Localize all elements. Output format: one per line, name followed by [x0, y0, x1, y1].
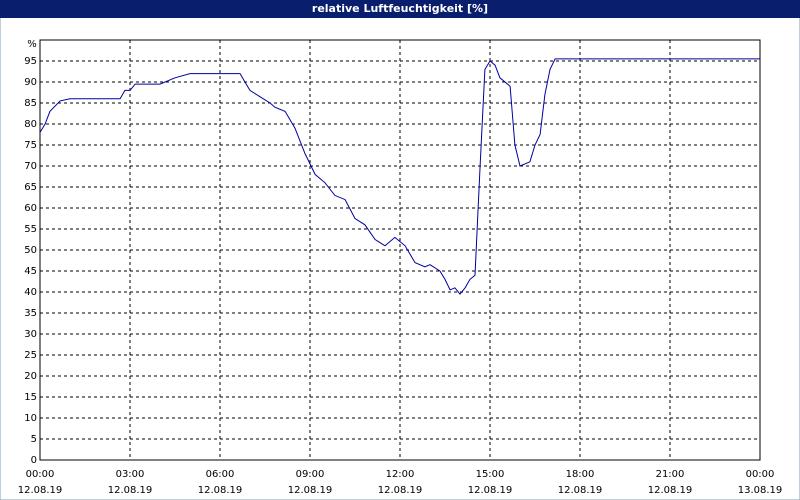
- x-tick-date: 12.08.19: [648, 485, 693, 496]
- y-tick-label: 55: [24, 224, 37, 235]
- x-tick-label: 15:00: [476, 469, 505, 480]
- y-tick-label: 60: [24, 203, 37, 214]
- y-tick-label: 0: [31, 455, 37, 466]
- x-tick-label: 12:00: [386, 469, 415, 480]
- y-tick-label: 40: [24, 287, 37, 298]
- y-tick-label: 85: [24, 98, 37, 109]
- y-tick-label: 5: [31, 434, 37, 445]
- plot-frame: [39, 39, 761, 461]
- x-tick-label: 00:00: [746, 469, 775, 480]
- x-tick-label: 09:00: [296, 469, 325, 480]
- y-tick-label: 20: [24, 371, 37, 382]
- x-tick-date: 12.08.19: [378, 485, 423, 496]
- x-tick-label: 21:00: [656, 469, 685, 480]
- y-tick-label: 65: [24, 182, 37, 193]
- x-tick-date: 13.08.19: [738, 485, 783, 496]
- y-tick-label: 15: [24, 392, 37, 403]
- y-tick-label: 50: [24, 245, 37, 256]
- x-tick-date: 12.08.19: [558, 485, 603, 496]
- x-tick-date: 12.08.19: [468, 485, 513, 496]
- title-bar: [0, 0, 800, 18]
- y-tick-label: 80: [24, 119, 37, 130]
- y-tick-label: 35: [24, 308, 37, 319]
- chart-title: relative Luftfeuchtigkeit [%]: [312, 2, 488, 15]
- y-tick-label: 45: [24, 266, 37, 277]
- x-tick-label: 18:00: [566, 469, 595, 480]
- x-tick-label: 03:00: [116, 469, 145, 480]
- x-tick-date: 12.08.19: [198, 485, 243, 496]
- y-tick-label: 95: [24, 56, 37, 67]
- data-line: [39, 58, 760, 295]
- y-tick-label: 75: [24, 140, 37, 151]
- y-tick-label: 70: [24, 161, 37, 172]
- y-tick-label: 25: [24, 350, 37, 361]
- x-tick-date: 12.08.19: [18, 485, 63, 496]
- x-tick-date: 12.08.19: [288, 485, 333, 496]
- x-tick-label: 06:00: [206, 469, 235, 480]
- y-tick-label: 90: [24, 77, 37, 88]
- y-unit: %: [27, 39, 37, 50]
- x-tick-label: 00:00: [26, 469, 55, 480]
- y-tick-label: 30: [24, 329, 37, 340]
- y-tick-label: 10: [24, 413, 37, 424]
- x-tick-date: 12.08.19: [108, 485, 153, 496]
